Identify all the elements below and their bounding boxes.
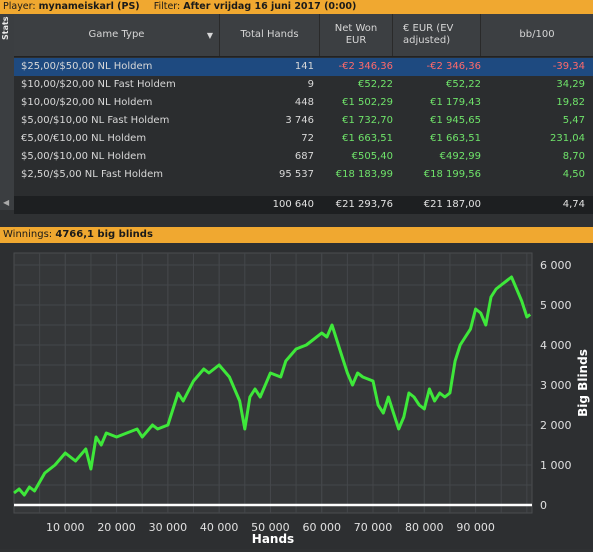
cell-total-hands: 72 bbox=[301, 133, 314, 144]
winnings-chart: 10 000 20 000 30 000 40 000 50 000 60 000 70 0… bbox=[0, 243, 593, 549]
totals-row: 100 640 €21 293,76 €21 187,00 4,74 bbox=[14, 196, 593, 214]
cell-game-type: $5,00/$10,00 NL Holdem bbox=[21, 151, 147, 162]
table-row[interactable]: €5,00/€10,00 NL Holdem 72 €1 663,51 €1 663,… bbox=[14, 130, 593, 148]
cell-net-won: €1 663,51 bbox=[342, 133, 393, 144]
cell-total-hands: 687 bbox=[294, 151, 314, 162]
column-header-total-hands[interactable]: Total Hands bbox=[220, 14, 320, 56]
cell-total-hands: 141 bbox=[294, 61, 314, 72]
cell-game-type: $25,00/$50,00 NL Holdem bbox=[21, 61, 153, 72]
column-header-net-won[interactable]: Net Won EUR bbox=[320, 14, 393, 56]
column-header-bb100[interactable]: bb/100 bbox=[481, 14, 593, 56]
cell-ev-adjusted: -€2 346,36 bbox=[426, 61, 481, 72]
cell-ev-adjusted: €1 945,65 bbox=[430, 115, 481, 126]
cell-net-won: €505,40 bbox=[351, 151, 393, 162]
winnings-label: Winnings: bbox=[3, 229, 53, 240]
cell-bb100: 8,70 bbox=[562, 151, 585, 162]
cell-bb100: 34,29 bbox=[556, 79, 585, 90]
x-tick-label: 90 000 bbox=[456, 521, 495, 534]
table-header: Game Type ▼ Total Hands Net Won EUR € EU… bbox=[14, 14, 593, 57]
player-value[interactable]: mynameiskarl (PS) bbox=[38, 1, 140, 12]
total-hands-header-label: Total Hands bbox=[240, 29, 299, 40]
y-tick-label: 3 000 bbox=[540, 379, 572, 392]
cell-net-won: €1 732,70 bbox=[342, 115, 393, 126]
y-tick-label: 6 000 bbox=[540, 259, 572, 272]
cell-net-won: -€2 346,36 bbox=[338, 61, 393, 72]
cell-ev-adjusted: €1 179,43 bbox=[430, 97, 481, 108]
x-tick-label: 80 000 bbox=[405, 521, 444, 534]
winnings-series-line bbox=[13, 275, 532, 497]
stats-side-tab[interactable]: Stats ◀ bbox=[0, 14, 15, 210]
table-row[interactable]: $25,00/$50,00 NL Holdem 141 -€2 346,36 -€2 … bbox=[14, 58, 593, 76]
cell-game-type: $2,50/$5,00 NL Fast Holdem bbox=[21, 169, 163, 180]
cell-game-type: $5,00/$10,00 NL Fast Holdem bbox=[21, 115, 170, 126]
x-tick-label: 70 000 bbox=[354, 521, 393, 534]
ev-header-line2: adjusted) bbox=[403, 35, 451, 46]
y-tick-label: 0 bbox=[540, 499, 547, 512]
totals-hands: 100 640 bbox=[272, 199, 314, 210]
game-type-header-label: Game Type bbox=[88, 29, 145, 40]
cell-net-won: €1 502,29 bbox=[342, 97, 393, 108]
y-tick-label: 4 000 bbox=[540, 339, 572, 352]
cell-ev-adjusted: €1 663,51 bbox=[430, 133, 481, 144]
x-axis-label: Hands bbox=[252, 532, 294, 546]
cell-total-hands: 9 bbox=[307, 79, 314, 90]
x-tick-label: 20 000 bbox=[97, 521, 136, 534]
winnings-chart-svg: 10 000 20 000 30 000 40 000 50 000 60 000 70 0… bbox=[13, 252, 590, 546]
cell-game-type: $10,00/$20,00 NL Holdem bbox=[21, 97, 153, 108]
cell-ev-adjusted: €492,99 bbox=[439, 151, 481, 162]
cell-bb100: 19,82 bbox=[556, 97, 585, 108]
winnings-summary-bar: Winnings: 4766,1 big blinds bbox=[0, 227, 593, 243]
cell-bb100: 5,47 bbox=[562, 115, 585, 126]
cell-game-type: €5,00/€10,00 NL Holdem bbox=[21, 133, 147, 144]
x-tick-label: 30 000 bbox=[149, 521, 188, 534]
collapse-arrow-icon[interactable]: ◀ bbox=[3, 198, 10, 207]
cell-net-won: €52,22 bbox=[358, 79, 393, 90]
ev-header-line1: € EUR (EV bbox=[403, 23, 454, 34]
totals-ev: €21 187,00 bbox=[423, 199, 481, 210]
y-tick-label: 1 000 bbox=[540, 459, 572, 472]
cell-game-type: $10,00/$20,00 NL Fast Holdem bbox=[21, 79, 176, 90]
cell-bb100: 231,04 bbox=[550, 133, 585, 144]
filter-bar: Player: mynameiskarl (PS) Filter: After … bbox=[0, 0, 593, 14]
table-row[interactable]: $5,00/$10,00 NL Fast Holdem 3 746 €1 732,7… bbox=[14, 112, 593, 130]
cell-total-hands: 3 746 bbox=[285, 115, 314, 126]
x-tick-label: 60 000 bbox=[302, 521, 341, 534]
bb100-header-label: bb/100 bbox=[519, 29, 555, 40]
x-tick-label: 40 000 bbox=[200, 521, 239, 534]
cell-total-hands: 95 537 bbox=[279, 169, 314, 180]
stats-tab-label: Stats bbox=[1, 16, 10, 40]
column-header-ev-adjusted[interactable]: € EUR (EV adjusted) bbox=[393, 14, 481, 56]
y-axis-label: Big Blinds bbox=[576, 349, 590, 417]
cell-bb100: -39,34 bbox=[552, 61, 585, 72]
player-label: Player: bbox=[3, 1, 36, 12]
table-row[interactable]: $2,50/$5,00 NL Fast Holdem 95 537 €18 183,… bbox=[14, 166, 593, 184]
y-tick-label: 2 000 bbox=[540, 419, 572, 432]
cell-net-won: €18 183,99 bbox=[335, 169, 393, 180]
x-tick-label: 50 000 bbox=[251, 521, 290, 534]
cell-ev-adjusted: €18 199,56 bbox=[423, 169, 481, 180]
cell-total-hands: 448 bbox=[294, 97, 314, 108]
y-tick-label: 5 000 bbox=[540, 299, 572, 312]
x-tick-label: 10 000 bbox=[46, 521, 85, 534]
net-won-header-line2: EUR bbox=[345, 35, 367, 46]
table-row[interactable]: $10,00/$20,00 NL Holdem 448 €1 502,29 €1 17… bbox=[14, 94, 593, 112]
table-row[interactable]: $10,00/$20,00 NL Fast Holdem 9 €52,22 €52,2… bbox=[14, 76, 593, 94]
filter-label: Filter: bbox=[153, 1, 181, 12]
table-row[interactable]: $5,00/$10,00 NL Holdem 687 €505,40 €492,99 8… bbox=[14, 148, 593, 166]
totals-net-won: €21 293,76 bbox=[335, 199, 393, 210]
winnings-value: 4766,1 big blinds bbox=[55, 229, 153, 240]
filter-value[interactable]: After vrijdag 16 juni 2017 (0:00) bbox=[183, 1, 357, 12]
net-won-header-line1: Net Won bbox=[334, 23, 378, 34]
stats-table: Game Type ▼ Total Hands Net Won EUR € EU… bbox=[14, 14, 593, 214]
cell-ev-adjusted: €52,22 bbox=[446, 79, 481, 90]
plot-area bbox=[13, 252, 533, 514]
column-header-game-type[interactable]: Game Type ▼ bbox=[14, 14, 220, 56]
dropdown-arrow-icon[interactable]: ▼ bbox=[206, 31, 213, 40]
cell-bb100: 4,50 bbox=[562, 169, 585, 180]
totals-bb100: 4,74 bbox=[562, 199, 585, 210]
